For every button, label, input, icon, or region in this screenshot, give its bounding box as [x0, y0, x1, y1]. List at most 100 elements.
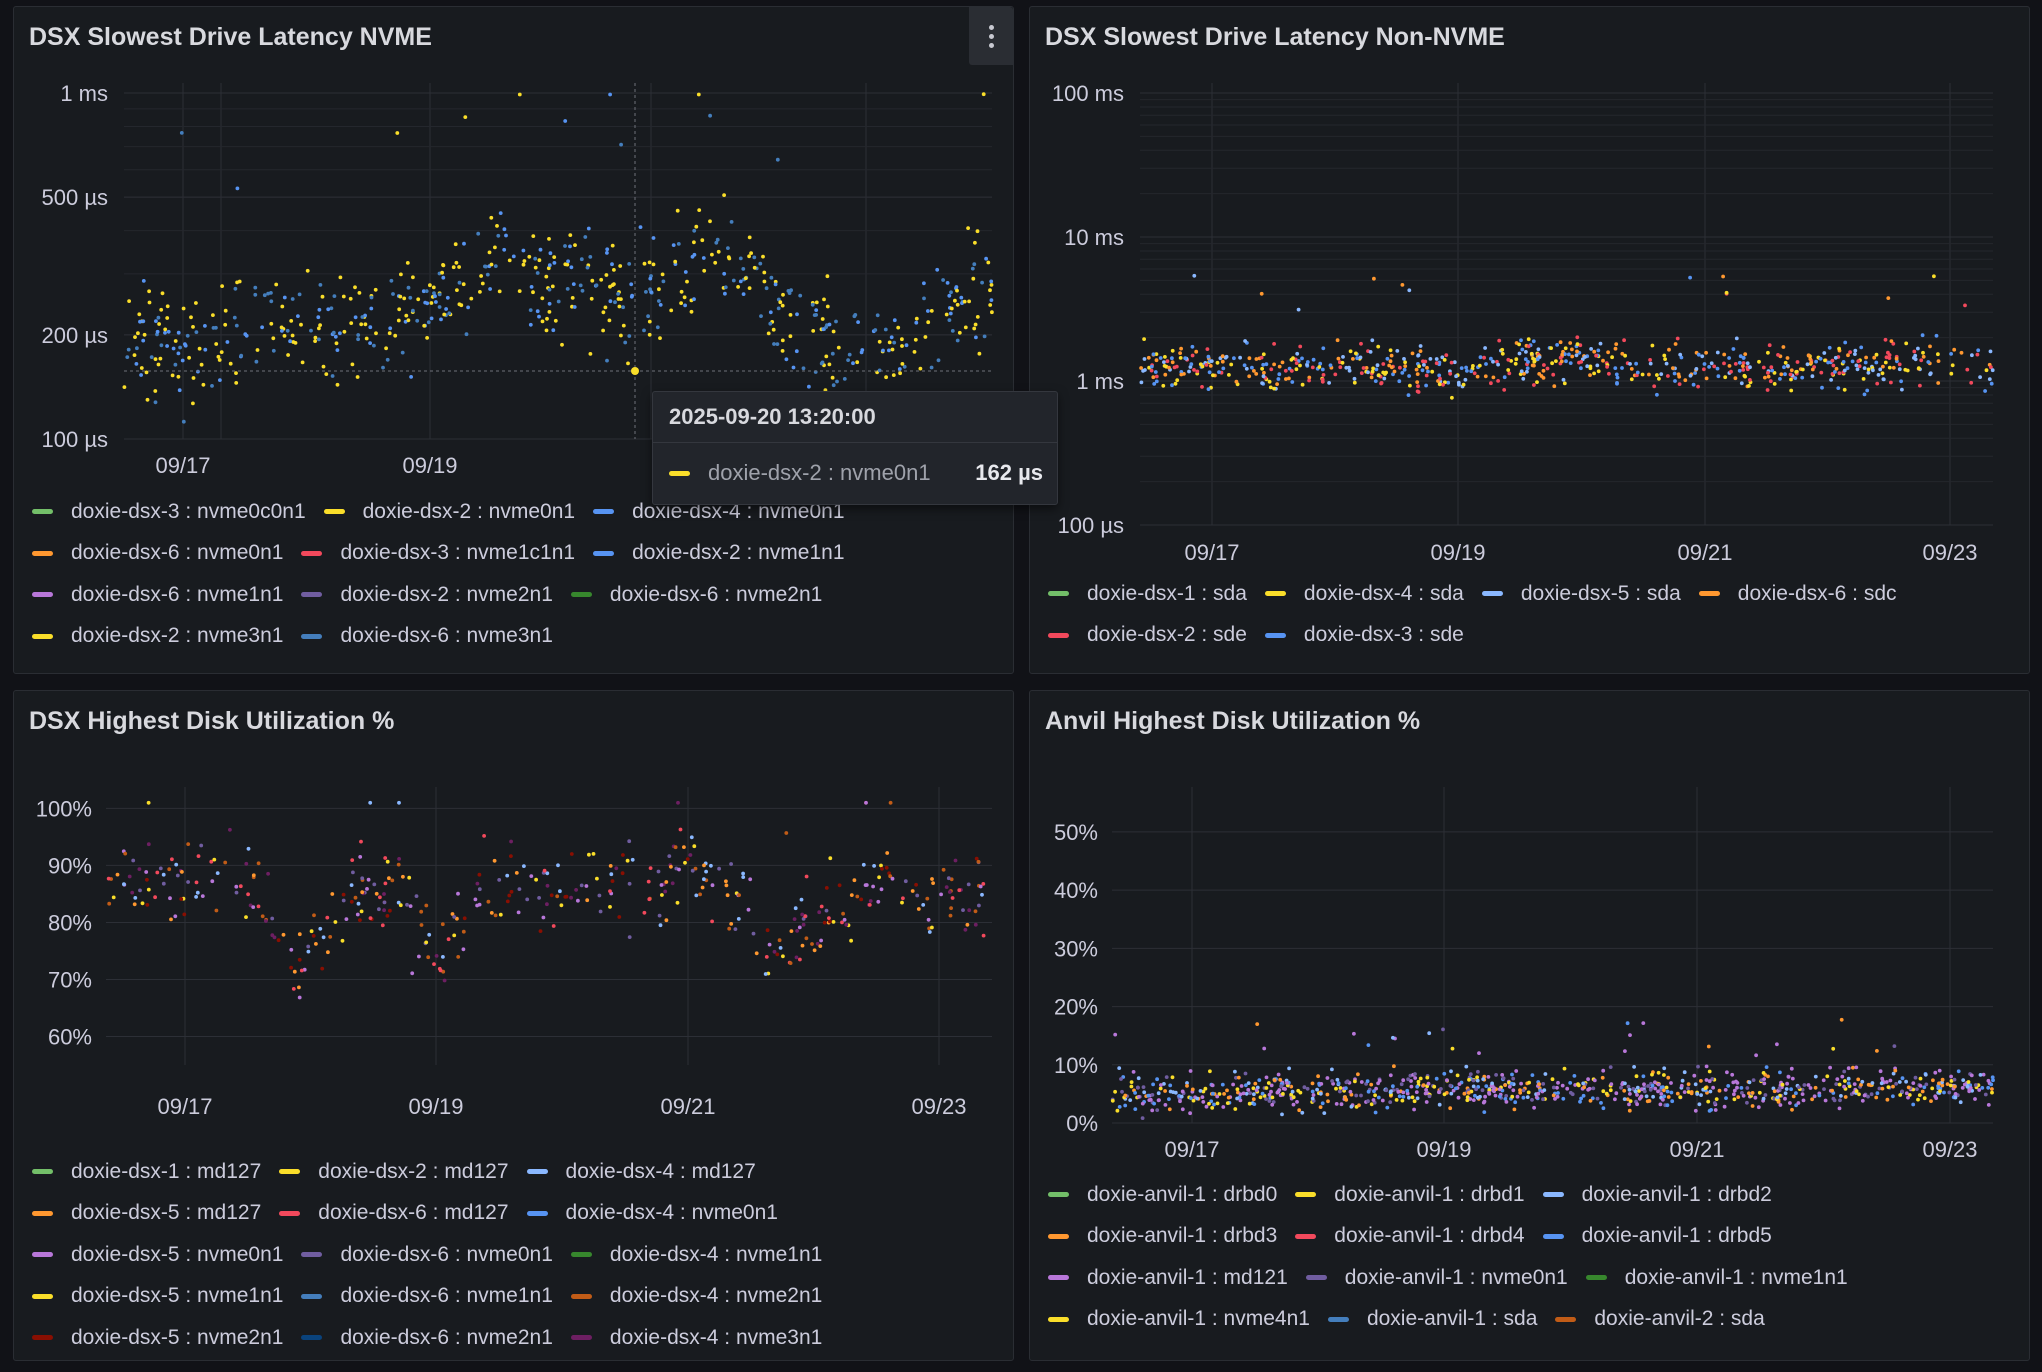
legend-item[interactable]: doxie-anvil-1 : drbd3	[1048, 1216, 1277, 1258]
data-point	[647, 260, 652, 265]
legend-item[interactable]: doxie-dsx-2 : nvme1n1	[593, 533, 845, 575]
legend-item[interactable]: doxie-dsx-6 : nvme1n1	[301, 1276, 553, 1318]
panel-menu-icon[interactable]	[969, 7, 1013, 65]
data-point	[1598, 341, 1603, 346]
legend-item[interactable]: doxie-anvil-1 : nvme4n1	[1048, 1299, 1310, 1341]
legend-item[interactable]: doxie-dsx-6 : sdc	[1698, 573, 1897, 615]
data-point	[328, 935, 333, 939]
legend-item[interactable]: doxie-dsx-6 : nvme2n1	[301, 1317, 553, 1359]
data-point	[814, 308, 819, 312]
data-point	[550, 284, 555, 289]
data-point	[1900, 1076, 1905, 1081]
data-point	[1305, 1086, 1310, 1091]
legend-item[interactable]: doxie-dsx-2 : nvme3n1	[32, 616, 283, 658]
legend-item[interactable]: doxie-dsx-4 : nvme0n1	[526, 1193, 778, 1235]
data-point	[974, 856, 979, 861]
legend-item[interactable]: doxie-anvil-1 : drbd4	[1295, 1216, 1525, 1258]
legend-item[interactable]: doxie-anvil-1 : drbd1	[1295, 1174, 1525, 1216]
legend-swatch	[32, 1335, 53, 1341]
data-point	[775, 157, 780, 162]
legend-item[interactable]: doxie-anvil-1 : nvme0n1	[1305, 1257, 1568, 1299]
data-point	[1264, 1075, 1269, 1080]
legend-item[interactable]: doxie-dsx-4 : sda	[1264, 573, 1464, 615]
legend-item[interactable]: doxie-dsx-5 : nvme0n1	[32, 1234, 283, 1276]
data-point	[765, 928, 770, 933]
legend-item[interactable]: doxie-dsx-3 : nvme1c1n1	[301, 533, 575, 575]
data-point	[1518, 1088, 1522, 1092]
legend-item[interactable]: doxie-dsx-4 : nvme3n1	[570, 1317, 822, 1359]
legend-item[interactable]: doxie-dsx-2 : nvme2n1	[301, 574, 553, 616]
legend-item[interactable]: doxie-dsx-1 : sda	[1048, 573, 1247, 615]
legend-item[interactable]: doxie-anvil-2 : sda	[1555, 1299, 1765, 1341]
legend-item[interactable]: doxie-dsx-5 : sda	[1481, 573, 1681, 615]
data-point	[331, 330, 336, 335]
data-point	[1818, 356, 1823, 361]
x-tick-label: 09/19	[402, 453, 457, 478]
data-point	[466, 305, 470, 310]
legend-item[interactable]: doxie-dsx-6 : nvme2n1	[570, 574, 822, 616]
data-point	[828, 856, 833, 861]
legend-item[interactable]: doxie-anvil-1 : nvme1n1	[1585, 1257, 1848, 1299]
legend-item[interactable]: doxie-dsx-2 : nvme0n1	[323, 491, 575, 533]
legend-item[interactable]: doxie-dsx-6 : nvme0n1	[301, 1234, 553, 1276]
legend-item[interactable]: doxie-dsx-6 : nvme3n1	[301, 616, 553, 658]
legend-item[interactable]: doxie-dsx-5 : nvme2n1	[32, 1317, 283, 1359]
data-point	[1167, 365, 1171, 370]
legend-item[interactable]: doxie-dsx-6 : nvme0n1	[32, 533, 283, 575]
data-point	[163, 327, 168, 332]
data-point	[1212, 1102, 1216, 1107]
legend-item[interactable]: doxie-dsx-2 : md127	[279, 1151, 509, 1193]
data-point	[1861, 377, 1866, 381]
data-point	[879, 887, 884, 892]
data-point	[1887, 365, 1892, 370]
data-point	[1494, 1073, 1498, 1077]
legend-item[interactable]: doxie-dsx-4 : nvme0n1	[593, 491, 845, 533]
legend-item[interactable]: doxie-anvil-1 : md121	[1048, 1257, 1288, 1299]
data-point	[1140, 1101, 1145, 1106]
data-point	[1989, 365, 1993, 370]
legend-item[interactable]: doxie-dsx-4 : nvme2n1	[570, 1276, 822, 1318]
legend-item[interactable]: doxie-dsx-5 : nvme1n1	[32, 1276, 283, 1318]
data-point	[1628, 1092, 1632, 1096]
data-point	[877, 368, 882, 373]
data-point	[1949, 352, 1953, 356]
data-point	[1813, 1074, 1818, 1079]
data-point	[1295, 1100, 1299, 1104]
data-point	[1846, 353, 1850, 358]
data-point	[945, 281, 950, 285]
legend-item[interactable]: doxie-dsx-6 : nvme1n1	[32, 574, 283, 616]
legend-item[interactable]: doxie-anvil-1 : drbd0	[1048, 1174, 1277, 1216]
legend-item[interactable]: doxie-dsx-3 : nvme0c0n1	[32, 491, 306, 533]
data-point	[244, 915, 248, 919]
legend-item[interactable]: doxie-dsx-4 : nvme1n1	[570, 1234, 822, 1276]
legend-item[interactable]: doxie-dsx-6 : md127	[279, 1193, 509, 1235]
legend-item[interactable]: doxie-anvil-1 : drbd2	[1542, 1174, 1772, 1216]
legend-swatch	[32, 1169, 53, 1175]
legend-item[interactable]: doxie-anvil-1 : sda	[1327, 1299, 1537, 1341]
data-point	[1381, 362, 1386, 366]
legend-item[interactable]: doxie-dsx-1 : md127	[32, 1151, 261, 1193]
legend-label: doxie-dsx-6 : nvme0n1	[71, 541, 284, 565]
data-point	[1542, 363, 1546, 367]
data-point	[238, 884, 243, 889]
legend-item[interactable]: doxie-dsx-2 : sde	[1048, 615, 1247, 657]
data-point	[1570, 347, 1574, 352]
data-point	[1592, 371, 1596, 376]
legend-item[interactable]: doxie-anvil-1 : drbd5	[1542, 1216, 1772, 1258]
data-point	[1466, 1091, 1471, 1095]
data-point	[1924, 1082, 1929, 1087]
data-point	[617, 915, 622, 919]
chart-dsx-disk-util[interactable]: 60%70%80%90%100%09/17 09/19 09/21 09/23	[14, 691, 1014, 1161]
legend-item[interactable]: doxie-dsx-3 : sde	[1264, 615, 1464, 657]
data-point	[498, 912, 503, 917]
data-point	[690, 868, 695, 873]
data-point	[1747, 1091, 1751, 1096]
data-point	[492, 858, 497, 863]
chart-anvil-disk-util[interactable]: 0%10%20%30%40%50%09/17 09/19 09/21 09/23	[1030, 691, 2030, 1181]
data-point	[1810, 1097, 1814, 1102]
data-point	[775, 342, 780, 346]
legend-item[interactable]: doxie-dsx-5 : md127	[32, 1193, 261, 1235]
legend-item[interactable]: doxie-dsx-4 : md127	[526, 1151, 756, 1193]
